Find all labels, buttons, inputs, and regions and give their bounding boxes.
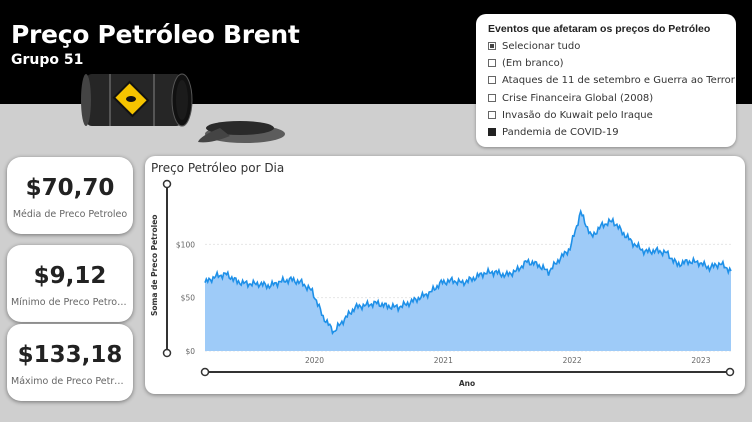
price-area: [205, 211, 731, 351]
kpi-label: Mínimo de Preco Petroleo: [11, 297, 129, 308]
x-axis-title: Ano: [459, 379, 475, 388]
checkbox-icon[interactable]: [488, 59, 496, 67]
y-axis-ticks: $0 $50 $100: [176, 240, 195, 356]
kpi-value: $70,70: [25, 175, 115, 201]
price-chart-card: Preço Petróleo por Dia $0 $50 $100 2020 202…: [145, 156, 745, 394]
x-tick-label: 2023: [691, 356, 710, 365]
checkbox-icon[interactable]: [488, 94, 496, 102]
x-tick-label: 2022: [563, 356, 582, 365]
slicer-item-label: Ataques de 11 de setembro e Guerra ao Te…: [502, 74, 735, 86]
kpi-value: $9,12: [33, 263, 107, 289]
y-tick-label: $100: [176, 240, 195, 249]
kpi-card-average: $70,70 Média de Preco Petroleo: [7, 157, 133, 234]
kpi-card-minimum: $9,12 Mínimo de Preco Petroleo: [7, 245, 133, 322]
x-tick-label: 2021: [434, 356, 453, 365]
x-tick-label: 2020: [305, 356, 324, 365]
horizontal-zoom-handle-left[interactable]: [200, 367, 210, 377]
price-line: [204, 208, 732, 336]
kpi-value: $133,18: [17, 342, 123, 368]
checkbox-icon[interactable]: [488, 111, 496, 119]
x-axis-ticks: 2020 2021 2022 2023: [305, 356, 711, 365]
chart-title: Preço Petróleo por Dia: [151, 161, 285, 175]
kpi-label: Máximo de Preco Petroleo: [11, 376, 129, 387]
horizontal-zoom-handle-right[interactable]: [725, 367, 735, 377]
price-chart: $0 $50 $100 2020 2021 2022 2023 Soma de Preco…: [150, 179, 735, 388]
page-subtitle: Grupo 51: [11, 52, 84, 68]
y-axis-title: Soma de Preco Petroleo: [150, 215, 159, 316]
oil-barrel-icon: [81, 73, 285, 143]
kpi-card-maximum: $133,18 Máximo de Preco Petroleo: [7, 324, 133, 401]
slicer-item-select-all[interactable]: Selecionar tudo: [488, 39, 580, 53]
vertical-zoom-handle-top[interactable]: [162, 179, 172, 189]
slicer-item-label: (Em branco): [502, 57, 564, 69]
events-slicer: Eventos que afetaram os preços do Petról…: [476, 14, 736, 147]
checkbox-partial-icon[interactable]: [488, 42, 496, 50]
slicer-title: Eventos que afetaram os preços do Petról…: [488, 23, 711, 35]
vertical-zoom-handle-bottom[interactable]: [162, 348, 172, 358]
y-tick-label: $50: [181, 294, 196, 303]
slicer-item-label: Selecionar tudo: [502, 40, 581, 52]
slicer-item-label: Crise Financeira Global (2008): [502, 92, 654, 104]
slicer-item-covid[interactable]: Pandemia de COVID-19: [488, 125, 619, 139]
slicer-item-label: Invasão do Kuwait pelo Iraque: [502, 109, 653, 121]
kpi-label: Média de Preco Petroleo: [12, 209, 128, 220]
slicer-item-sept-11[interactable]: Ataques de 11 de setembro e Guerra ao Te…: [488, 73, 735, 87]
checkbox-icon[interactable]: [488, 76, 496, 84]
slicer-item-blank[interactable]: (Em branco): [488, 56, 564, 70]
checkbox-checked-icon[interactable]: [488, 128, 496, 136]
slicer-item-label: Pandemia de COVID-19: [502, 126, 619, 138]
slicer-item-financial-crisis[interactable]: Crise Financeira Global (2008): [488, 91, 653, 105]
page-title: Preço Petróleo Brent: [11, 20, 300, 49]
slicer-item-kuwait-invasion[interactable]: Invasão do Kuwait pelo Iraque: [488, 108, 653, 122]
y-tick-label: $0: [185, 347, 195, 356]
